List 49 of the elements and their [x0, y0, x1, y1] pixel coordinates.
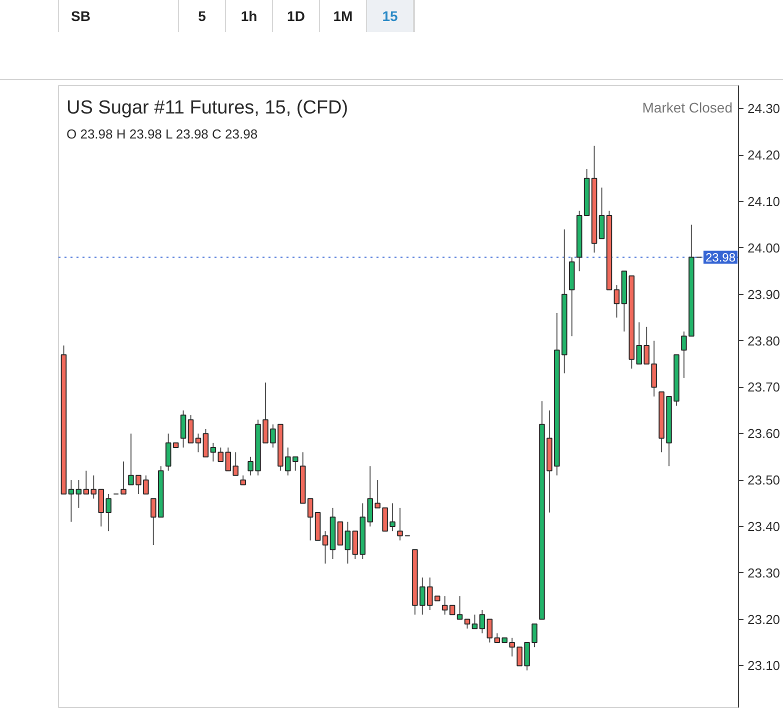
text: O 23.98 H 23.98 L 23.98 C 23.98: [66, 126, 258, 142]
candlestick: [240, 474, 246, 486]
y-tick-label: 23.30: [748, 565, 780, 580]
text: 1D: [273, 0, 320, 32]
candlestick: [442, 596, 448, 616]
y-tick-label: 23.90: [748, 286, 780, 302]
candlestick: [322, 530, 328, 564]
y-tick-label: 24.20: [748, 148, 780, 163]
y-tick-label: 23.40: [748, 518, 780, 534]
candlestick: [486, 618, 493, 644]
text: SB: [59, 0, 179, 32]
text: US Sugar #11 Futures, 15, (CFD): [66, 98, 348, 118]
y-tick-label: 23.70: [748, 380, 780, 395]
candlestick: [598, 187, 605, 240]
y-tick-label: 23.20: [748, 612, 780, 627]
candlestick: [307, 498, 314, 541]
candlestick: [165, 433, 172, 472]
text: 1M: [320, 0, 367, 32]
text: 15: [367, 0, 414, 32]
ref-line-label: 23.98: [705, 250, 736, 265]
candlestick: [68, 480, 74, 522]
candlestick: [449, 604, 456, 616]
candlestick: [188, 414, 194, 444]
candlestick: [651, 340, 657, 397]
candlestick: [472, 614, 478, 630]
candlestick: [397, 507, 403, 541]
candlestick: [479, 610, 486, 634]
candlestick: [614, 284, 620, 318]
candlestick: [180, 410, 186, 448]
candlestick: [344, 521, 351, 564]
annotation: Market Closed: [642, 100, 733, 116]
candlestick: [195, 433, 202, 453]
candlestick: [210, 442, 216, 462]
y-tick-label: 24.30: [748, 101, 780, 116]
y-tick-label: 23.50: [748, 472, 780, 488]
candlestick: [202, 428, 209, 458]
text: 1h: [226, 0, 273, 32]
y-tick-label: 23.10: [748, 658, 780, 674]
candlestick: [337, 521, 344, 546]
candlestick: [456, 596, 463, 620]
y-tick-label: 24.10: [748, 194, 780, 210]
candlestick: [120, 460, 126, 494]
candlestick: [532, 623, 538, 648]
y-tick-label: 23.80: [748, 333, 780, 348]
y-tick-label: 23.60: [748, 426, 780, 442]
candlestick: [464, 618, 470, 630]
text: 5: [179, 0, 226, 32]
candlestick: [76, 480, 82, 508]
y-tick-label: 24.00: [748, 240, 780, 256]
